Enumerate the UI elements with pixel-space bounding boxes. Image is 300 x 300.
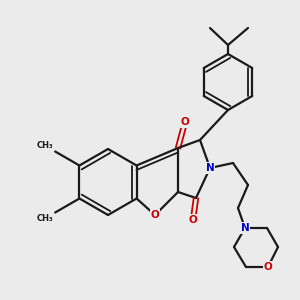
Text: CH₃: CH₃ (37, 141, 53, 150)
Text: N: N (206, 163, 214, 173)
Text: CH₃: CH₃ (37, 214, 53, 223)
Text: O: O (151, 210, 159, 220)
Text: N: N (241, 223, 249, 233)
Text: O: O (264, 262, 272, 272)
Text: O: O (189, 215, 197, 225)
Text: O: O (181, 117, 189, 127)
